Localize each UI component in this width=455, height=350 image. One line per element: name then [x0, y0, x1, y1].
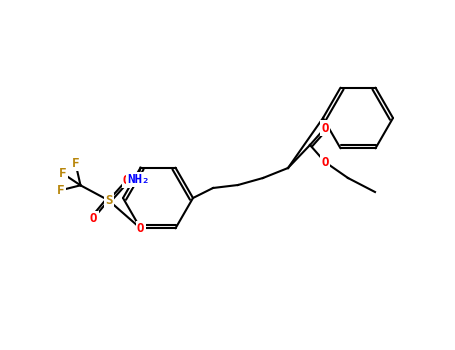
- Text: F: F: [72, 157, 79, 170]
- Text: NH₂: NH₂: [127, 173, 150, 186]
- Text: O: O: [321, 121, 329, 134]
- Text: O: O: [90, 212, 97, 225]
- Text: O: O: [123, 174, 130, 187]
- Text: O: O: [321, 155, 329, 168]
- Text: S: S: [105, 194, 112, 207]
- Text: F: F: [59, 167, 66, 180]
- Text: F: F: [57, 184, 64, 197]
- Text: O: O: [137, 222, 144, 235]
